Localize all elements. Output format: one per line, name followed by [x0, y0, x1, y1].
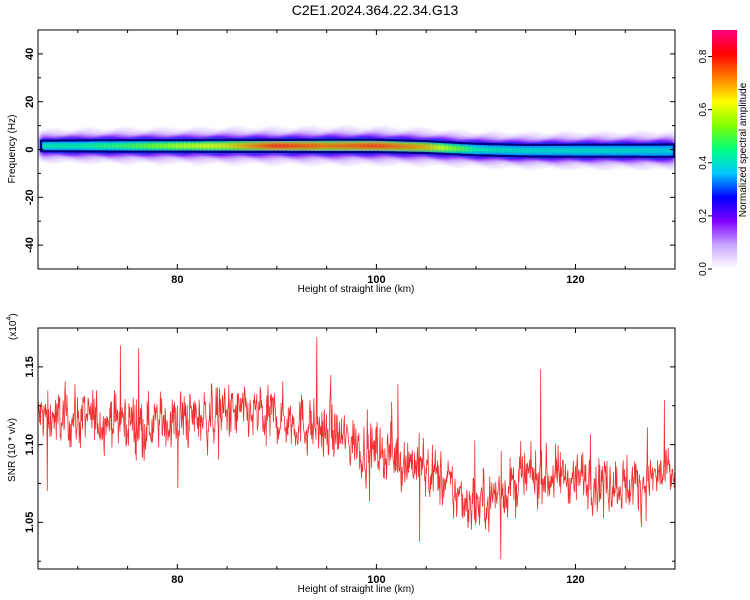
snr-ytick-label: 1.10 [24, 434, 36, 455]
colorbar-label: Normalized spectral amplitude [738, 82, 749, 217]
spectrogram-ytick: 20 [24, 96, 675, 108]
band-outline [39, 138, 675, 158]
snr-xtick: 100 [367, 328, 386, 586]
snr-xtick-label: 120 [566, 574, 584, 586]
colorbar-tick: 0.6 [698, 102, 712, 117]
spectrogram-ytick: 40 [24, 48, 675, 60]
spectrogram-xtick: 100 [367, 30, 386, 286]
colorbar-tick: 0.0 [698, 262, 712, 276]
colorbar-tick: 0.2 [698, 209, 712, 223]
snr-xtick: 120 [566, 328, 585, 586]
snr-ytick: 1.10 [24, 434, 675, 455]
snr-ytick-label: 1.15 [24, 356, 36, 377]
colorbar-tick: 0.4 [698, 155, 712, 170]
spectrogram-xlabel: Height of straight line (km) [298, 284, 415, 295]
spectrogram-band [39, 125, 675, 171]
spectrogram-ytick: -20 [24, 189, 675, 205]
snr-ytick: 1.15 [24, 356, 675, 378]
snr-series-line [38, 336, 675, 560]
snr-xtick-label: 80 [171, 574, 183, 586]
snr-xlabel: Height of straight line (km) [298, 584, 415, 595]
snr-exponent-label: (x104) [6, 313, 19, 340]
svg-text:(x104): (x104) [6, 313, 19, 340]
snr-ylabel: SNR (10 * v/v) [7, 418, 18, 482]
exponent-base: (x10 [8, 320, 19, 340]
colorbar-tick-label: 0.6 [698, 102, 709, 116]
colorbar-gradient [712, 30, 737, 269]
spectrogram-xtick-label: 80 [171, 274, 183, 286]
spectrogram-ytick-label: 0 [24, 146, 36, 152]
figure-title: C2E1.2024.364.22.34.G13 [292, 2, 459, 18]
spectrogram-xtick-label: 100 [367, 274, 385, 286]
spectrogram-ylabel: Frequency (Hz) [7, 115, 18, 184]
snr-panel: 80 100 120 1.05 1.10 1.15 Height of straight… [6, 313, 676, 595]
colorbar-tick-label: 0.4 [698, 155, 709, 169]
snr-xtick-label: 100 [367, 574, 385, 586]
spectrogram-xtick: 80 [171, 30, 183, 286]
spectrogram-panel: 80 100 120 -40 -20 0 20 40 Height of straight … [7, 29, 676, 295]
colorbar-tick-label: 0.0 [698, 262, 709, 276]
exponent-power: 4 [6, 317, 13, 321]
colorbar-tick-label: 0.2 [698, 209, 709, 223]
exponent-close: ) [8, 313, 19, 316]
spectrogram-ytick-label: 40 [24, 48, 36, 60]
spectrogram-ytick: 0 [24, 146, 675, 153]
colorbar-tick-label: 0.8 [698, 49, 709, 63]
colorbar: 0.0 0.2 0.4 0.6 0.8 Normalized spectral ampl… [698, 30, 749, 276]
snr-ytick: 1.05 [24, 512, 675, 533]
spectrogram-ytick-label: -20 [24, 189, 36, 205]
spectrogram-ytick: -40 [24, 237, 675, 253]
spectrogram-xtick-label: 120 [566, 274, 584, 286]
snr-ytick-label: 1.05 [24, 512, 36, 533]
spectrogram-ytick-label: -40 [24, 237, 36, 253]
snr-xtick: 80 [171, 328, 183, 586]
spectrogram-xtick: 120 [566, 30, 585, 286]
spectrogram-ytick-label: 20 [24, 96, 36, 108]
snr-frame [37, 327, 676, 570]
colorbar-tick: 0.8 [698, 49, 712, 64]
